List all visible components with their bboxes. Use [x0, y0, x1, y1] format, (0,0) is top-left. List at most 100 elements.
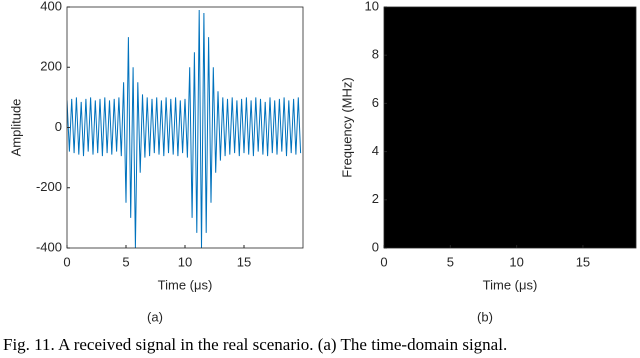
- heat-cell: [622, 223, 636, 248]
- heat-cell: [609, 151, 624, 177]
- heat-cell: [543, 199, 557, 225]
- heat-cell: [476, 103, 491, 128]
- heat-cell: [463, 7, 478, 32]
- heat-cell: [384, 223, 398, 248]
- heat-cell: [437, 175, 451, 201]
- heat-cell: [423, 55, 438, 80]
- heat-cell: [463, 127, 478, 153]
- heat-cell: [437, 223, 451, 248]
- heat-cell: [397, 127, 412, 153]
- y-tick-label: -200: [36, 179, 62, 194]
- heat-cell: [437, 103, 451, 128]
- heat-cell: [437, 7, 451, 32]
- heat-cell: [476, 199, 491, 225]
- heat-cell: [596, 31, 610, 56]
- heat-cell: [490, 223, 504, 248]
- heat-cell: [543, 31, 557, 56]
- heat-cell: [596, 199, 610, 225]
- heat-cell: [384, 151, 398, 177]
- heat-cell: [423, 175, 438, 201]
- heat-cell: [503, 7, 518, 32]
- heat-cell: [596, 151, 610, 177]
- heat-cell: [476, 79, 491, 104]
- heat-cell: [569, 127, 584, 153]
- heat-cell: [423, 223, 438, 248]
- heat-cell: [582, 31, 597, 56]
- heat-cell: [490, 151, 504, 177]
- heat-cell: [529, 151, 544, 177]
- heat-cell: [397, 199, 412, 225]
- heat-cell: [397, 103, 412, 128]
- heat-cell: [582, 79, 597, 104]
- heat-cell: [384, 127, 398, 153]
- heat-cell: [596, 175, 610, 201]
- heat-cell: [384, 31, 398, 56]
- heat-cell: [516, 55, 531, 80]
- heat-cell: [463, 31, 478, 56]
- heat-cell: [543, 127, 557, 153]
- heat-cell: [503, 31, 518, 56]
- heat-cell: [410, 7, 425, 32]
- heat-cell: [556, 103, 571, 128]
- heat-cell: [596, 79, 610, 104]
- heat-cell: [397, 31, 412, 56]
- heat-cell: [529, 223, 544, 248]
- subcaption: (a): [147, 309, 163, 324]
- x-axis-label: Time (μs): [158, 277, 213, 292]
- heat-cell: [437, 199, 451, 225]
- heat-cell: [503, 103, 518, 128]
- heat-cell: [516, 175, 531, 201]
- heat-cell: [543, 7, 557, 32]
- heat-cell: [503, 151, 518, 177]
- heat-cell: [490, 7, 504, 32]
- heat-cell: [622, 127, 636, 153]
- heat-cell: [463, 223, 478, 248]
- heat-cell: [503, 223, 518, 248]
- heat-cell: [569, 79, 584, 104]
- heat-cell: [476, 223, 491, 248]
- heat-cell: [529, 79, 544, 104]
- heat-cell: [596, 7, 610, 32]
- heat-cell: [503, 127, 518, 153]
- heat-cell: [582, 175, 597, 201]
- heat-cell: [450, 55, 465, 80]
- y-tick-label: 8: [372, 47, 379, 62]
- heat-cell: [463, 199, 478, 225]
- heat-cell: [622, 199, 636, 225]
- heat-cell: [569, 223, 584, 248]
- y-axis-label: Amplitude: [8, 99, 23, 157]
- heat-cell: [397, 79, 412, 104]
- heat-cell: [423, 151, 438, 177]
- heat-cell: [516, 127, 531, 153]
- heat-cell: [569, 199, 584, 225]
- heat-cell: [410, 127, 425, 153]
- heat-cell: [556, 175, 571, 201]
- heat-cell: [384, 55, 398, 80]
- heat-cell: [529, 127, 544, 153]
- heat-cell: [609, 175, 624, 201]
- x-tick-label: 5: [122, 254, 129, 269]
- heat-cell: [529, 199, 544, 225]
- x-tick-label: 15: [576, 254, 590, 269]
- heat-cell: [622, 7, 636, 32]
- heat-cell: [503, 199, 518, 225]
- y-tick-label: 6: [372, 95, 379, 110]
- heat-cell: [609, 31, 624, 56]
- x-tick-label: 15: [237, 254, 251, 269]
- heat-cell: [609, 127, 624, 153]
- heat-cell: [596, 127, 610, 153]
- heat-cell: [622, 31, 636, 56]
- x-tick-label: 10: [509, 254, 523, 269]
- heat-cell: [516, 31, 531, 56]
- figure-caption: Fig. 11. A received signal in the real s…: [3, 335, 507, 354]
- heat-cell: [450, 223, 465, 248]
- heat-cell: [503, 55, 518, 80]
- heat-cell: [397, 175, 412, 201]
- heat-cell: [556, 151, 571, 177]
- heat-cell: [609, 79, 624, 104]
- y-tick-label: 0: [372, 239, 379, 254]
- heat-cell: [516, 103, 531, 128]
- heat-cell: [503, 175, 518, 201]
- heat-cell: [490, 127, 504, 153]
- heat-cell: [556, 79, 571, 104]
